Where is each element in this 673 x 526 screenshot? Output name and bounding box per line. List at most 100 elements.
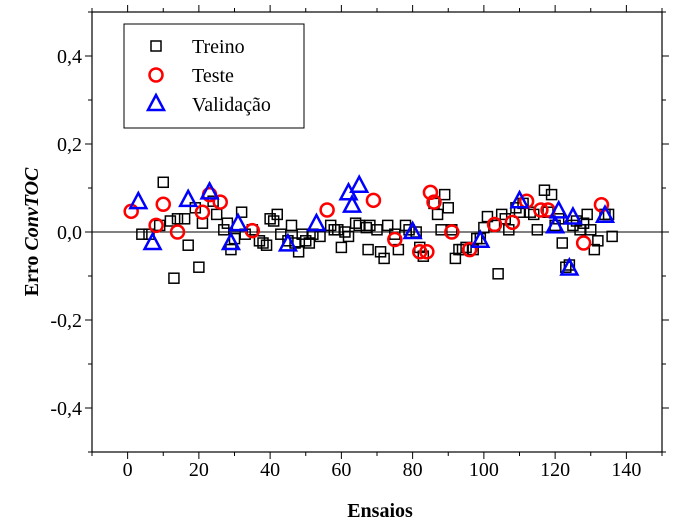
legend-label: Treino <box>192 36 245 58</box>
data-point <box>285 219 298 232</box>
data-point <box>275 228 287 240</box>
data-point <box>260 239 273 251</box>
data-point <box>581 208 593 221</box>
data-point <box>419 244 435 260</box>
x-tick-label: 0 <box>123 459 133 481</box>
data-point <box>148 217 164 234</box>
x-axis-title: Ensaios <box>347 500 413 522</box>
data-point <box>403 224 415 236</box>
legend-label: Teste <box>192 65 234 87</box>
data-point <box>169 224 186 240</box>
data-point <box>533 202 549 218</box>
data-point <box>606 230 618 243</box>
data-point <box>267 215 280 227</box>
legend-marker <box>145 92 167 112</box>
data-point <box>531 224 544 236</box>
data-point <box>426 194 442 210</box>
data-point <box>560 261 572 273</box>
y-tick-label: 0,2 <box>57 134 82 156</box>
data-point <box>128 190 149 210</box>
data-point <box>314 230 326 243</box>
legend-label: Validação <box>192 94 271 116</box>
data-point <box>218 224 230 236</box>
data-point <box>178 213 191 225</box>
data-point <box>332 224 344 236</box>
data-point <box>374 246 387 258</box>
x-tick-label: 40 <box>260 459 280 481</box>
data-point <box>362 243 374 256</box>
data-point <box>300 235 312 247</box>
data-point <box>341 193 363 213</box>
data-point <box>220 231 242 251</box>
data-point <box>365 192 382 209</box>
data-point <box>164 215 177 227</box>
data-point <box>438 188 451 201</box>
data-point <box>562 205 584 225</box>
data-point <box>486 216 503 233</box>
data-point <box>575 235 592 251</box>
series-validacao <box>128 174 616 276</box>
x-tick-label: 140 <box>611 459 641 481</box>
data-point <box>504 214 521 231</box>
data-point <box>492 268 504 280</box>
data-point <box>444 224 460 240</box>
data-point <box>199 180 220 200</box>
tick-labels: 0 20 40 60 80 100 120 140 -0,4 -0,2 0,0 0,2 0,4 <box>50 46 641 481</box>
x-tick-label: 120 <box>540 459 570 481</box>
data-point <box>588 243 601 256</box>
legend: Treino Teste Validação <box>123 23 305 129</box>
axes <box>85 5 669 459</box>
data-point <box>157 176 169 189</box>
data-point <box>168 272 180 284</box>
data-point <box>602 208 615 221</box>
data-point <box>193 261 205 273</box>
data-point <box>306 212 327 232</box>
data-point <box>178 188 199 208</box>
data-point <box>431 208 444 221</box>
y-axis-title-italic: ConvTOC <box>21 167 43 251</box>
data-point <box>136 228 148 240</box>
data-points <box>123 174 618 284</box>
data-point <box>210 208 223 221</box>
data-point <box>470 229 491 249</box>
data-point <box>292 246 305 258</box>
data-point <box>417 250 430 262</box>
data-point <box>461 241 478 258</box>
x-tick-label: 100 <box>469 459 499 481</box>
series-treino <box>136 176 618 284</box>
data-point <box>449 252 462 265</box>
y-tick-label: 0,0 <box>57 222 82 244</box>
x-tick-label: 60 <box>331 459 351 481</box>
data-point <box>545 214 566 234</box>
data-point <box>227 212 249 232</box>
x-tick-label: 20 <box>189 459 209 481</box>
x-tick-label: 80 <box>403 459 423 481</box>
data-point <box>387 231 403 248</box>
series-teste <box>123 184 610 260</box>
data-point <box>194 204 211 220</box>
data-point <box>342 230 355 243</box>
data-point <box>271 208 283 221</box>
data-point <box>212 194 228 210</box>
y-tick-label: -0,2 <box>50 310 82 332</box>
data-point <box>335 241 348 254</box>
data-point <box>235 206 248 218</box>
y-axis-title: Erro ConvTOC <box>21 167 43 296</box>
data-point <box>585 224 597 236</box>
y-axis-title-prefix: Erro <box>21 251 43 297</box>
data-point <box>257 237 269 249</box>
data-point <box>422 184 439 201</box>
data-point <box>378 252 390 265</box>
data-point <box>559 256 580 276</box>
data-point <box>402 220 423 240</box>
data-point <box>277 232 299 252</box>
data-point <box>381 219 394 232</box>
data-point <box>182 239 194 251</box>
data-point <box>545 188 558 201</box>
data-point <box>442 202 454 214</box>
data-point <box>556 237 568 249</box>
data-point <box>303 237 316 249</box>
y-tick-label: -0,4 <box>50 398 82 420</box>
